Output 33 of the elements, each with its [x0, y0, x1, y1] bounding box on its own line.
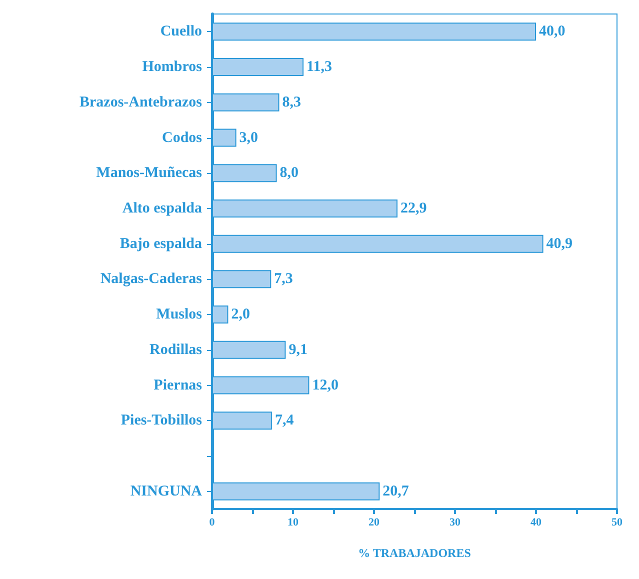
y-tick-label: Piernas	[154, 377, 202, 394]
x-tick-label: 50	[612, 516, 623, 528]
y-tick-label: Cuello	[160, 24, 202, 40]
y-tick-label: Pies-Tobillos	[120, 412, 202, 429]
y-tick-label: Codos	[162, 130, 202, 146]
data-label: 40,9	[546, 236, 573, 252]
y-tick-label: Alto espalda	[122, 200, 202, 216]
y-tick-label: Hombros	[142, 59, 202, 76]
data-label: 7,3	[274, 271, 293, 288]
y-tick-label: Brazos-Antebrazos	[80, 94, 202, 110]
data-label: 7,4	[274, 412, 294, 429]
x-tick-label: 10	[288, 516, 299, 528]
data-label: 20,7	[382, 483, 410, 500]
x-tick-label: 20	[368, 516, 380, 528]
data-label: 11,3	[306, 59, 332, 76]
data-label: 8,3	[282, 94, 301, 110]
x-tick-label: 40	[530, 516, 542, 528]
data-label: 2,0	[231, 306, 250, 323]
data-label: 8,0	[280, 165, 299, 182]
x-axis-title: % TRABAJADORES	[358, 546, 472, 560]
data-label: 9,1	[288, 342, 308, 358]
data-label: 3,0	[239, 130, 258, 146]
y-tick-label: Bajo espalda	[120, 236, 202, 252]
data-label: 40,0	[539, 24, 566, 40]
x-tick-label: 0	[209, 516, 216, 528]
y-tick-label: Rodillas	[149, 342, 202, 358]
y-tick-label: NINGUNA	[130, 483, 202, 500]
y-tick-label: Muslos	[156, 306, 202, 323]
data-label: 22,9	[400, 200, 427, 216]
y-tick-label: Manos-Muñecas	[96, 165, 202, 182]
data-label: 12,0	[312, 377, 338, 394]
y-tick-label: Nalgas-Caderas	[100, 271, 202, 288]
x-tick-label: 30	[450, 516, 461, 528]
